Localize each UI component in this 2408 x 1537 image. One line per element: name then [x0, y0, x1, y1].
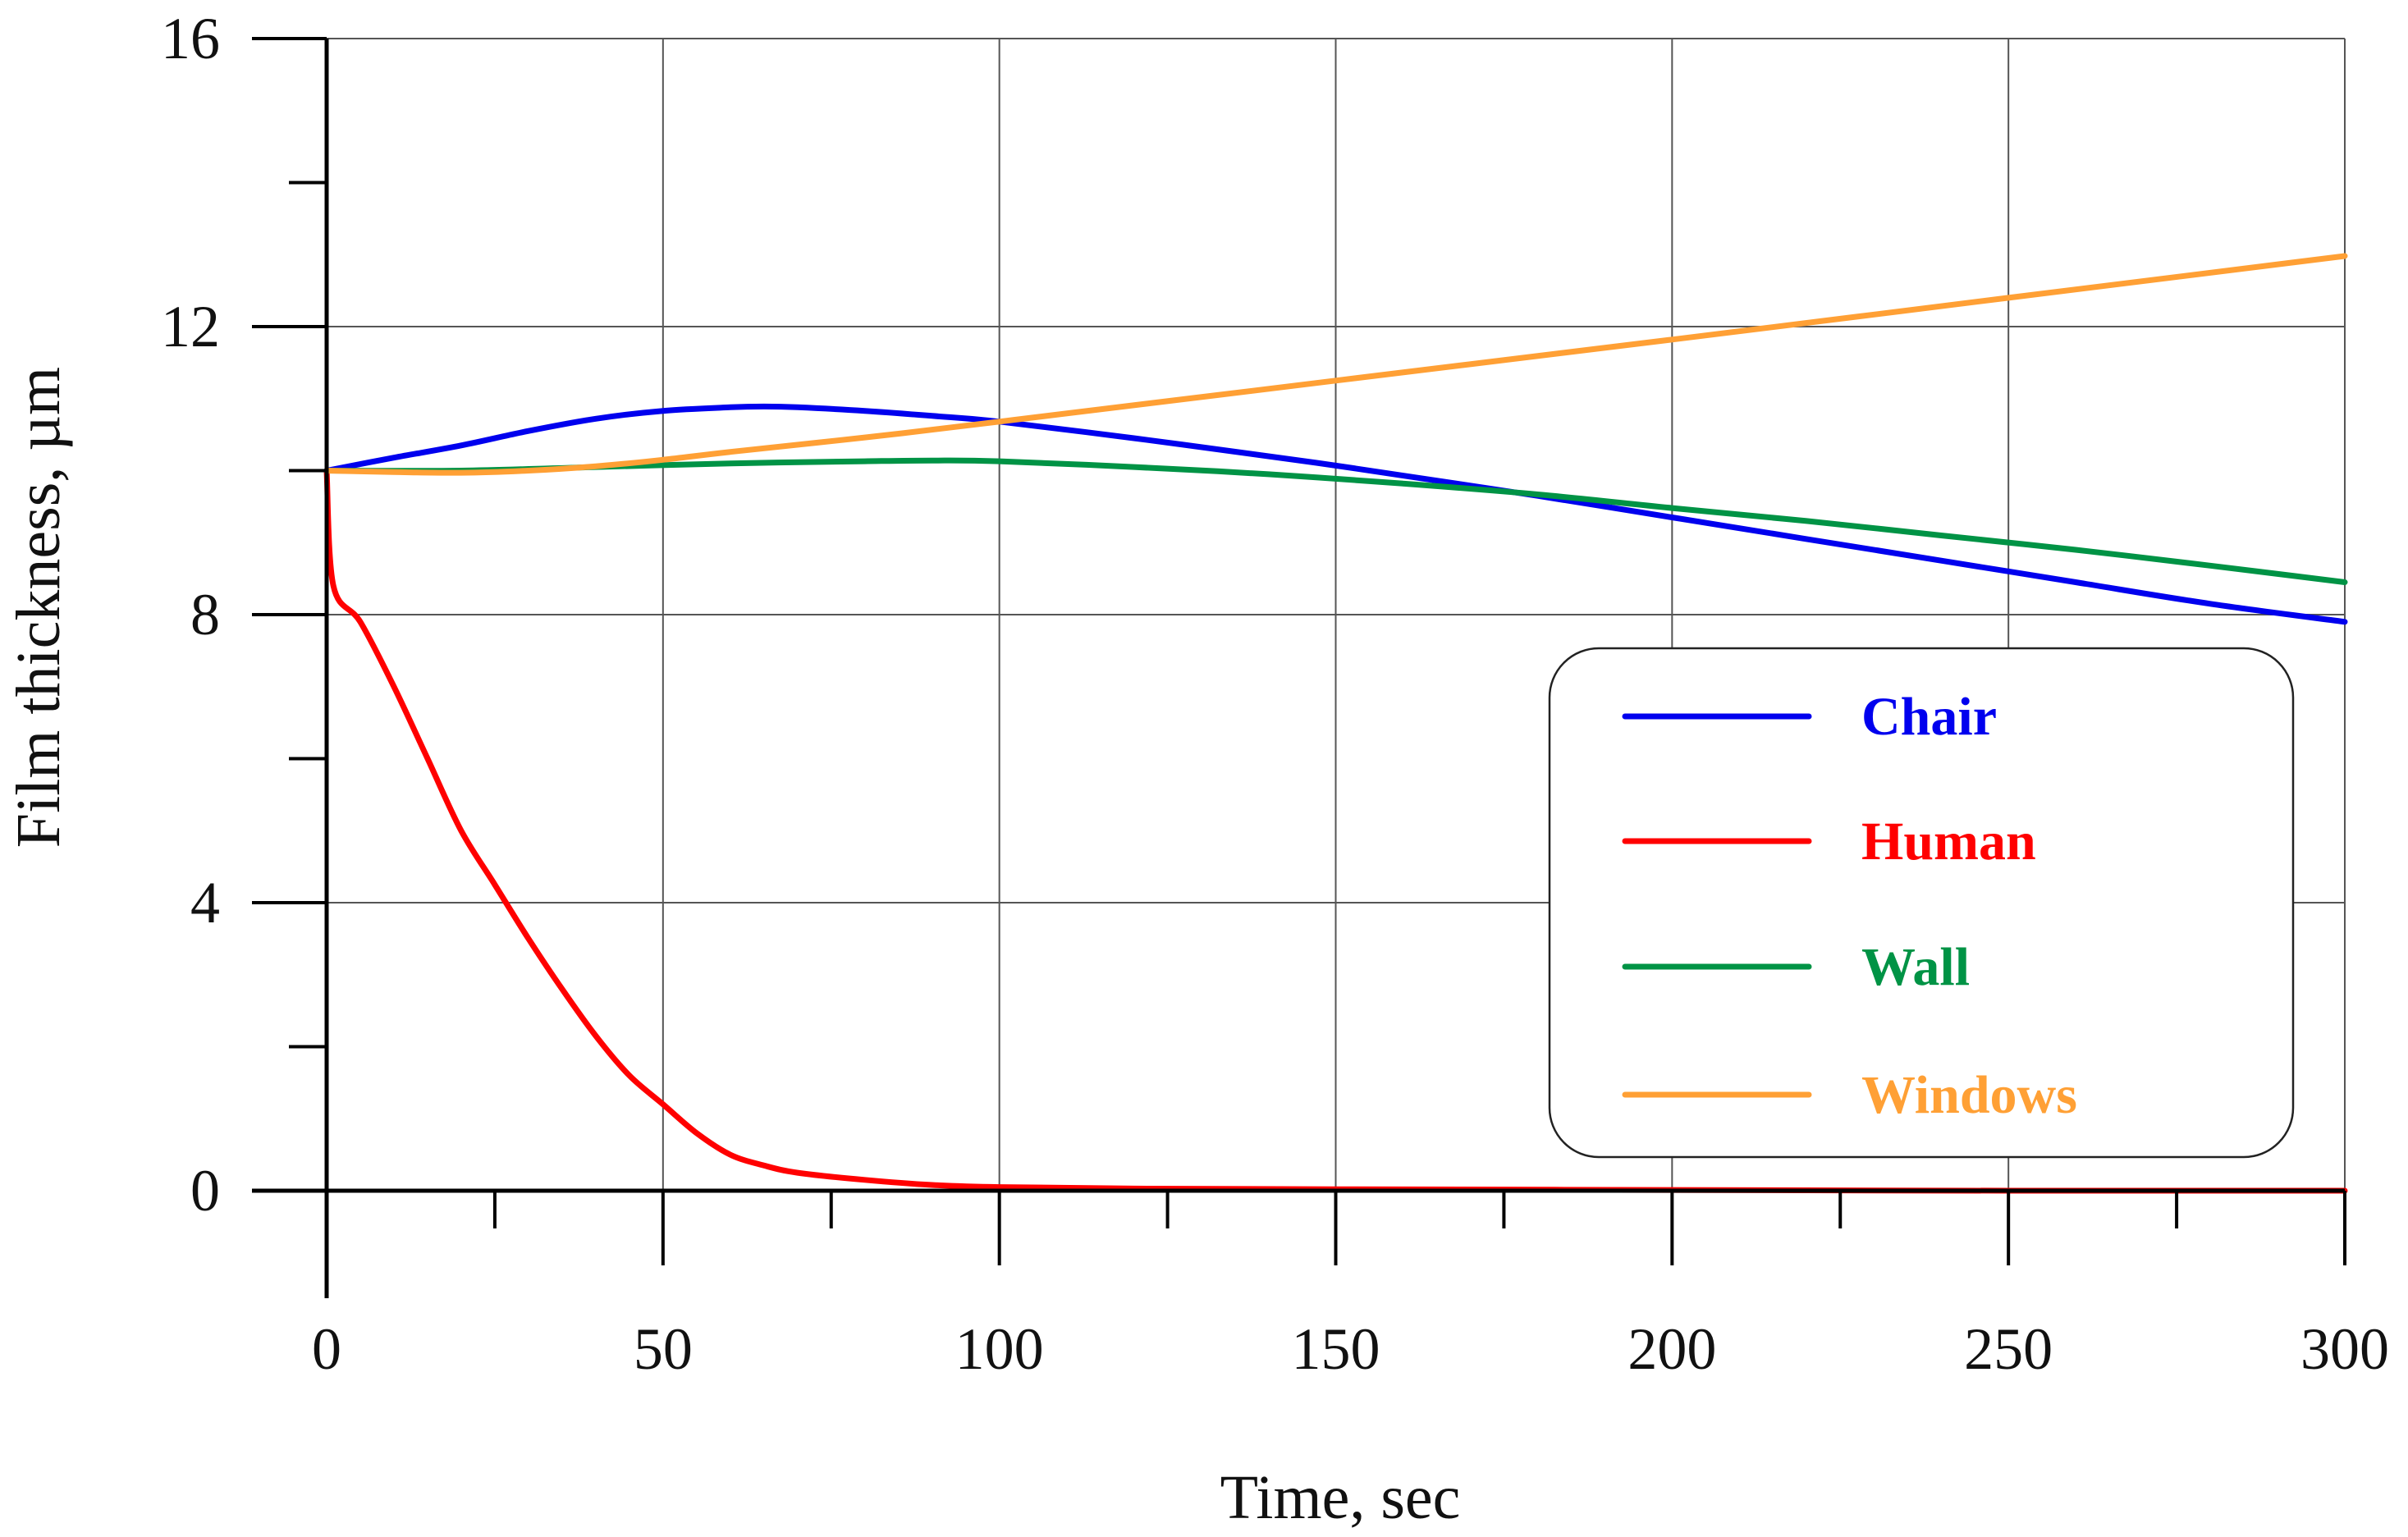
legend-items: Chair Human Wall Windows	[1622, 687, 2077, 1125]
x-tick-label: 250	[1964, 1316, 2053, 1382]
legend-box	[1548, 647, 2295, 1159]
legend-label-chair: Chair	[1861, 687, 1997, 747]
x-tick-label: 100	[955, 1316, 1044, 1382]
legend-label-wall: Wall	[1861, 937, 1970, 997]
y-tick-label: 0	[190, 1158, 220, 1224]
x-tick-label: 0	[312, 1316, 341, 1382]
y-axis-title: Film thickness, µm	[4, 367, 73, 848]
axes	[252, 37, 2346, 1298]
x-axis-title: Time, sec	[1220, 1463, 1461, 1532]
series-line-chair	[323, 403, 2348, 625]
y-tick-label: 12	[161, 294, 220, 359]
legend-label-human: Human	[1861, 812, 2036, 871]
y-tick-label: 4	[190, 870, 220, 935]
x-tick-label: 150	[1292, 1316, 1380, 1382]
x-tick-label: 300	[2300, 1316, 2389, 1382]
y-tick-label: 16	[161, 6, 220, 71]
y-tick-label: 8	[190, 582, 220, 647]
legend: Chair Human Wall Windows	[1548, 647, 2295, 1159]
grid	[327, 38, 2346, 1191]
series-line-windows	[323, 253, 2348, 476]
x-tick-label: 200	[1627, 1316, 1716, 1382]
legend-label-windows: Windows	[1861, 1065, 2077, 1125]
x-tick-label: 50	[634, 1316, 693, 1382]
series-line-wall	[323, 457, 2348, 585]
tick-labels: 0 4 8 12 16 0 50 100 150 200 250 300	[161, 6, 2389, 1382]
